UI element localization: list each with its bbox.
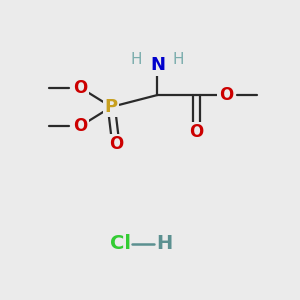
Text: O: O [73,79,87,97]
Text: O: O [73,117,87,135]
Text: Cl: Cl [110,234,131,253]
Text: H: H [157,234,173,253]
Text: N: N [150,56,165,74]
Text: H: H [172,52,184,67]
Text: H: H [131,52,142,67]
Text: O: O [189,123,203,141]
Text: O: O [219,86,233,104]
Text: O: O [109,135,123,153]
Text: P: P [105,98,118,116]
